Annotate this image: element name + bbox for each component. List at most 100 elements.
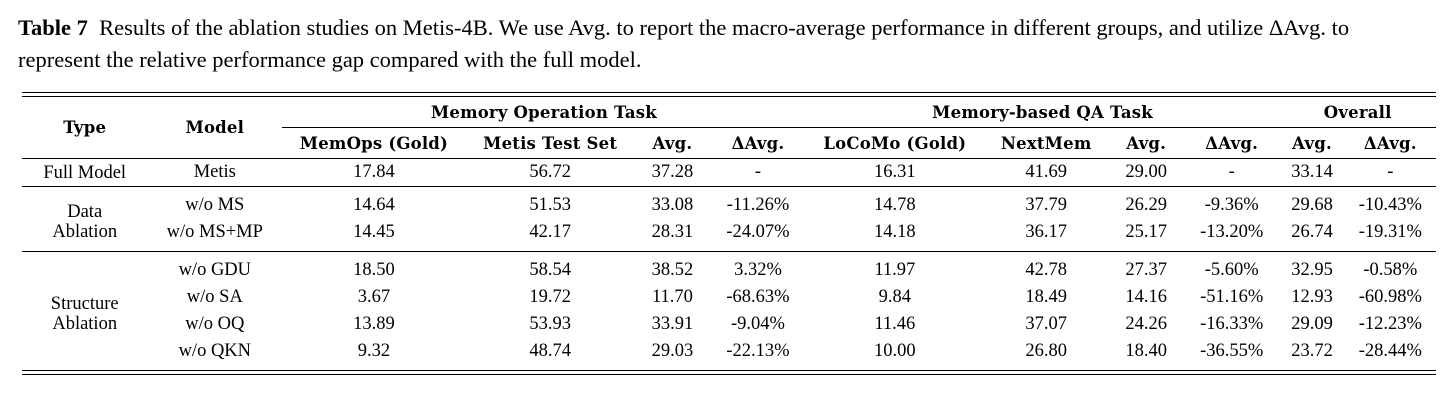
table-row: w/o SA 3.67 19.72 11.70 -68.63% 9.84 18.49 14.1… [22, 284, 1436, 311]
value-cell: 28.31 [651, 222, 694, 242]
value-cell: 25.17 [1125, 222, 1167, 242]
value-cell: 10.00 [873, 341, 916, 361]
type-label: Ablation [52, 221, 118, 242]
value-cell: -22.13% [726, 341, 790, 361]
subheader: ΔAvg. [710, 127, 806, 159]
value-cell: 33.91 [651, 314, 694, 334]
type-label: Data [67, 201, 103, 222]
value-cell: - [754, 162, 762, 182]
table-row: w/o OQ 13.89 53.93 33.91 -9.04% 11.46 37.07 24.… [22, 311, 1436, 338]
value-cell: 14.45 [353, 222, 395, 242]
value-cell: 14.64 [282, 186, 466, 219]
value-cell: 38.52 [634, 251, 711, 284]
value-cell: 42.17 [529, 222, 571, 242]
value-cell: 9.32 [357, 341, 391, 361]
subheader: MemOps (Gold) [282, 127, 466, 159]
value-cell: 18.40 [1125, 341, 1167, 361]
value-cell: -51.16% [1200, 287, 1264, 307]
value-cell: -60.98% [1358, 287, 1422, 307]
group-memory-operation: Memory Operation Task [430, 102, 657, 122]
value-cell: 33.14 [1291, 162, 1333, 182]
value-cell: 12.93 [1291, 287, 1333, 307]
value-cell: -13.20% [1200, 222, 1264, 242]
value-cell: 48.74 [529, 341, 571, 361]
table-body: Full Model Metis 17.84 56.72 37.28 - 16.31 41.6… [22, 159, 1436, 371]
table-row: w/o QKN 9.32 48.74 29.03 -22.13% 10.00 26.80 18… [22, 338, 1436, 371]
subheader: NextMem [983, 127, 1109, 159]
value-cell: 3.32% [710, 251, 806, 284]
value-cell: 13.89 [353, 314, 395, 334]
value-cell: 26.80 [1025, 341, 1067, 361]
table-row: Full Model Metis 17.84 56.72 37.28 - 16.31 41.6… [22, 159, 1436, 187]
value-cell: 51.53 [465, 186, 635, 219]
group-memory-qa: Memory-based QA Task [932, 102, 1153, 122]
subheader: LoCoMo (Gold) [805, 127, 984, 159]
value-cell: 29.00 [1125, 162, 1167, 182]
value-cell: -28.44% [1358, 341, 1422, 361]
subheader: Avg. [1279, 127, 1345, 159]
value-cell: -9.36% [1184, 186, 1280, 219]
value-cell: - [1387, 162, 1394, 182]
type-label: Full Model [43, 162, 127, 183]
table-row: Structure Ablation w/o GDU 18.50 58.54 38.52 3… [22, 251, 1436, 371]
value-cell: 18.49 [1025, 287, 1067, 307]
value-cell: 53.93 [529, 314, 571, 334]
header-model: Model [185, 118, 245, 137]
value-cell: 42.78 [983, 251, 1109, 284]
value-cell: 26.29 [1108, 186, 1185, 219]
value-cell: 58.54 [465, 251, 635, 284]
header-sub-row: MemOps (Gold) Metis Test Set Avg. ΔAvg. … [22, 127, 1436, 159]
type-label: Ablation [52, 313, 118, 334]
value-cell: 41.69 [1025, 162, 1067, 182]
caption-label: Table 7 [18, 15, 88, 40]
value-cell: 14.16 [1125, 287, 1167, 307]
value-cell: -68.63% [726, 287, 790, 307]
header-group-row: Type Model Memory Operation Task Memory-… [22, 97, 1436, 138]
table-row: Data Ablation w/o MS 14.64 51.53 33.08 -11.26%… [22, 186, 1436, 252]
caption-text: Results of the ablation studies on Metis… [18, 15, 1350, 72]
ablation-results-table: Type Model Memory Operation Task Memory-… [22, 92, 1436, 375]
value-cell: 29.09 [1291, 314, 1333, 334]
value-cell: -0.58% [1344, 251, 1436, 284]
value-cell: 37.28 [651, 162, 694, 182]
model-cell: w/o OQ [185, 314, 245, 334]
value-cell: 29.03 [651, 341, 694, 361]
subheader: ΔAvg. [1344, 127, 1436, 159]
value-cell: 29.68 [1279, 186, 1345, 219]
value-cell: 36.17 [1025, 222, 1067, 242]
model-cell: w/o MS+MP [166, 222, 263, 242]
type-cell: Full Model [22, 159, 147, 187]
value-cell: 11.70 [651, 287, 693, 307]
value-cell: 27.37 [1108, 251, 1185, 284]
value-cell: 16.31 [873, 162, 916, 182]
value-cell: -19.31% [1358, 222, 1422, 242]
type-cell: Structure Ablation [22, 251, 148, 371]
value-cell: 11.97 [805, 251, 984, 284]
group-overall: Overall [1323, 102, 1392, 122]
value-cell: -16.33% [1200, 314, 1264, 334]
subheader: Metis Test Set [465, 127, 635, 159]
value-cell: 32.95 [1279, 251, 1345, 284]
type-cell: Data Ablation [22, 186, 148, 252]
table-row: w/o MS+MP 14.45 42.17 28.31 -24.07% 14.18 36.1… [22, 219, 1436, 252]
value-cell: -12.23% [1358, 314, 1422, 334]
value-cell: 23.72 [1291, 341, 1333, 361]
value-cell: 18.50 [282, 251, 466, 284]
value-cell: -11.26% [710, 186, 806, 219]
model-cell: w/o SA [186, 287, 243, 307]
value-cell: -5.60% [1184, 251, 1280, 284]
model-cell: w/o QKN [178, 341, 252, 361]
header-type: Type [63, 118, 107, 137]
value-cell: 26.74 [1291, 222, 1333, 242]
value-cell: -24.07% [726, 222, 790, 242]
value-cell: 11.46 [874, 314, 916, 334]
value-cell: 24.26 [1125, 314, 1167, 334]
value-cell: 3.67 [357, 287, 391, 307]
value-cell: 37.07 [1025, 314, 1067, 334]
model-cell: w/o GDU [147, 251, 283, 284]
value-cell: 17.84 [353, 162, 395, 182]
value-cell: -36.55% [1200, 341, 1264, 361]
table-caption: Table 7 Results of the ablation studies … [18, 12, 1433, 76]
subheader: ΔAvg. [1184, 127, 1280, 159]
model-cell: w/o MS [147, 186, 283, 219]
